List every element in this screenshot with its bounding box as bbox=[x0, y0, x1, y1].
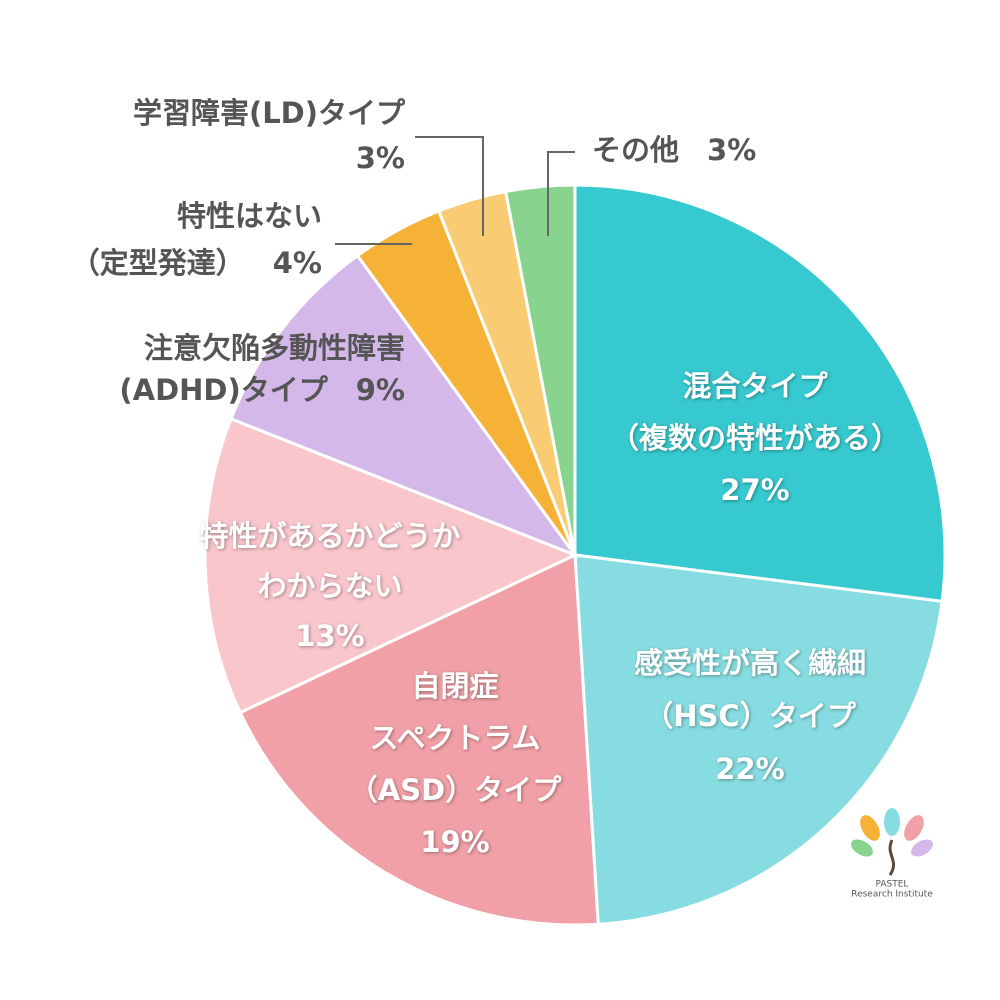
pie-slice bbox=[573, 553, 944, 926]
value-label: 22% bbox=[715, 752, 784, 786]
label-line: （複数の特性がある） bbox=[610, 421, 900, 455]
label-line: 注意欠陥多動性障害 bbox=[144, 331, 405, 365]
pie-slice bbox=[573, 183, 947, 604]
value-label: 9% bbox=[356, 373, 405, 407]
pie-slice bbox=[503, 183, 577, 556]
logo-name: PASTEL bbox=[876, 880, 909, 890]
label-line: 感受性が高く繊細 bbox=[634, 646, 866, 680]
slice-label: 感受性が高く繊細 （HSC）タイプ 22% bbox=[634, 646, 866, 786]
label-line: （ASD）タイプ bbox=[349, 773, 562, 807]
slice-label: 混合タイプ （複数の特性がある） 27% bbox=[610, 369, 900, 507]
logo-stem bbox=[888, 839, 896, 876]
value-label: 27% bbox=[720, 473, 789, 507]
value-label: 19% bbox=[420, 825, 489, 859]
label-line: （定型発達） bbox=[71, 246, 245, 280]
logo-petal bbox=[884, 808, 900, 836]
slice-label: 特性はない （定型発達） 4% bbox=[71, 199, 322, 280]
logo-petal bbox=[904, 815, 924, 841]
slice-label: 特性があるかどうかわからない 13% bbox=[199, 519, 460, 653]
slice-label: 注意欠陥多動性障害 (ADHD)タイプ 9% bbox=[119, 331, 405, 407]
logo-petal bbox=[911, 839, 933, 857]
leader-line bbox=[547, 151, 575, 236]
logo-petal bbox=[851, 839, 873, 857]
label-line: その他 bbox=[592, 133, 679, 167]
label-line: (ADHD)タイプ bbox=[119, 373, 328, 407]
slice-label: 自閉症スペクトラム （ASD）タイプ 19% bbox=[349, 669, 562, 859]
value-label: 3% bbox=[707, 133, 756, 167]
pie-slice bbox=[229, 253, 580, 559]
logo-subtitle: Research Institute bbox=[851, 890, 933, 900]
value-label: 3% bbox=[356, 141, 405, 175]
pie-slice bbox=[203, 416, 579, 715]
pie-slice bbox=[238, 552, 600, 927]
label-line: 特性はない bbox=[177, 199, 322, 233]
label-line: スペクトラム bbox=[369, 721, 540, 755]
label-line: 特性があるかどうか bbox=[199, 519, 460, 553]
label-line: （HSC）タイプ bbox=[644, 699, 856, 733]
label-line: 混合タイプ bbox=[682, 369, 828, 403]
value-label: 13% bbox=[295, 619, 364, 653]
label-line: わからない bbox=[257, 569, 402, 603]
value-label: 4% bbox=[273, 246, 322, 280]
slice-label: その他 3% bbox=[592, 133, 756, 167]
leader-line bbox=[415, 136, 484, 236]
label-line: 学習障害(LD)タイプ bbox=[133, 96, 406, 130]
logo-petal bbox=[860, 815, 880, 841]
label-line: 自閉症 bbox=[411, 669, 498, 703]
slice-label: 学習障害(LD)タイプ 3% bbox=[133, 96, 406, 175]
logo: PASTEL Research Institute bbox=[851, 808, 933, 900]
